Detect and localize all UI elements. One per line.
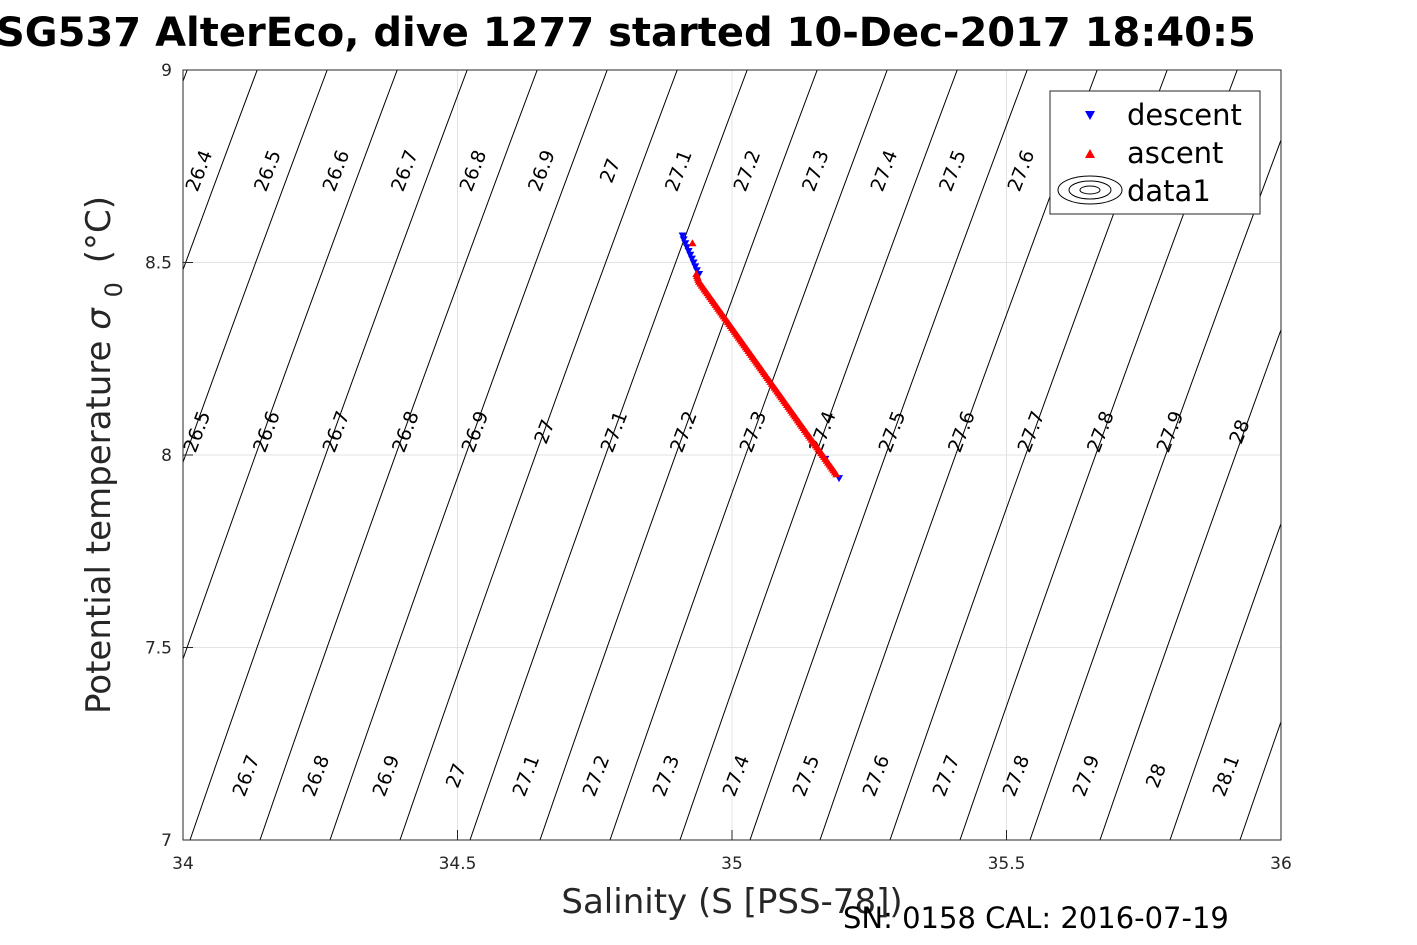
descent-point — [679, 236, 688, 244]
y-tick-label: 9 — [161, 61, 172, 81]
density-contour-line — [1099, 328, 1281, 840]
density-contour-line — [399, 70, 678, 840]
descent-point — [681, 240, 690, 248]
legend-descent-marker — [1085, 111, 1095, 120]
y-axis-title: Potential temperature σ 0 (°C) — [79, 196, 131, 714]
density-contour-line — [1239, 720, 1281, 840]
x-tick-label: 36 — [1270, 854, 1292, 874]
density-contour-line — [539, 70, 818, 840]
ascent-point — [688, 239, 697, 247]
data-points — [678, 232, 844, 483]
serial-calibration-footer: SN: 0158 CAL: 2016-07-19 — [843, 901, 1229, 935]
descent-point — [678, 232, 687, 240]
x-axis-title: Salinity (S [PSS-78]) — [561, 882, 902, 922]
y-tick-label: 8.5 — [145, 254, 172, 274]
density-contour-line — [1310, 70, 1417, 840]
y-tick-label: 7 — [161, 831, 172, 851]
density-contour-line — [1029, 138, 1281, 840]
descent-point — [689, 259, 698, 267]
svg-text:Potential temperature σ: Potential temperature σ 0 (°C) — [79, 196, 131, 714]
legend-ascent-marker — [1085, 149, 1095, 158]
chart-title: SG537 AlterEco, dive 1277 started 10-Dec… — [0, 10, 1256, 56]
descent-point — [687, 255, 696, 263]
legend-data1-label: data1 — [1127, 174, 1211, 208]
y-axis-title-symbol: σ — [79, 307, 119, 330]
y-tick-label: 7.5 — [145, 639, 172, 659]
legend: descent ascent data1 — [1049, 90, 1261, 215]
x-tick-label: 34 — [172, 854, 194, 874]
x-tick-label: 34.5 — [439, 854, 477, 874]
descent-point — [692, 267, 701, 275]
y-axis-title-unit: (°C) — [79, 196, 119, 263]
legend-contour-icon — [1057, 175, 1123, 205]
y-axis-title-text: Potential temperature — [79, 341, 119, 714]
density-contour-line — [1380, 70, 1417, 840]
density-contour-line — [749, 70, 1028, 840]
x-axis-ticks: 34 34.5 35 35.5 36 — [172, 830, 1292, 874]
density-contour-line — [329, 70, 608, 840]
y-axis-ticks: 7 7.5 8 8.5 9 — [145, 61, 193, 851]
legend-descent-label: descent — [1127, 98, 1242, 132]
ascent-point — [830, 468, 839, 476]
density-contour-line — [609, 70, 888, 840]
y-tick-label: 8 — [161, 446, 172, 466]
descent-point — [684, 247, 693, 255]
x-tick-label: 35.5 — [988, 854, 1026, 874]
descent-point — [686, 251, 695, 259]
density-contour-line — [183, 70, 258, 272]
density-contour-line — [259, 70, 538, 840]
density-contour-line — [1169, 522, 1281, 840]
y-axis-title-subscript: 0 — [100, 282, 128, 297]
descent-point — [691, 263, 700, 271]
legend-ascent-label: ascent — [1127, 136, 1223, 170]
density-contour-line — [679, 70, 958, 840]
density-contour-line — [189, 70, 468, 840]
density-contour-line — [183, 70, 398, 661]
x-tick-label: 35 — [721, 854, 743, 874]
density-contour-line — [469, 70, 748, 840]
density-contour-line — [0, 70, 47, 840]
